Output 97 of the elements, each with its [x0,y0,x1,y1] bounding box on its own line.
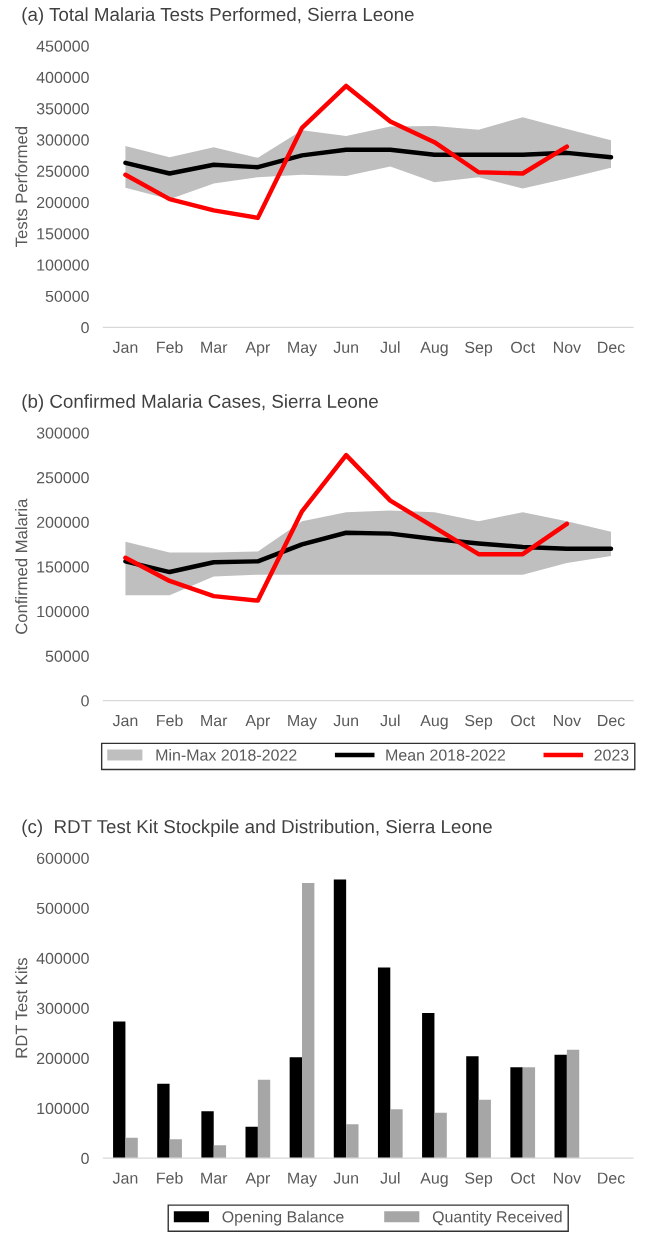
x-tick-label: Oct [511,341,536,353]
y-tick-label: 400000 [36,952,89,965]
legend-label: Opening Balance [222,1210,344,1226]
y-tick-label: 50000 [45,650,89,662]
x-tick-label: Dec [598,1172,625,1184]
bar [422,1013,435,1159]
x-tick-label: Nov [553,1172,582,1184]
x-tick-label: Jun [333,341,358,353]
y-tick-label: 250000 [36,472,89,484]
y-tick-label: 350000 [36,103,89,115]
x-tick-label: Dec [598,341,625,353]
y-tick-label: 150000 [37,228,89,240]
y-tick-label: 100000 [37,1102,89,1115]
bar [201,1111,214,1159]
bar [554,1054,567,1159]
y-tick-label: 150000 [37,561,89,573]
bar [390,1109,403,1159]
x-tick-label: Aug [420,341,448,357]
bar [377,967,391,1159]
x-tick-label: Jun [333,715,358,727]
x-tick-label: Feb [157,1172,183,1184]
x-tick-label: May [288,1172,318,1187]
y-tick-label: 100000 [37,605,89,618]
y-tick-label: 600000 [36,852,89,865]
chart-title: (a) Total Malaria Tests Performed, Sierra Leone [22,7,414,25]
x-tick-label: Jun [333,1172,358,1184]
x-tick-label: Jan [112,341,138,353]
bar [289,1057,303,1159]
y-tick-label: 0 [81,1152,89,1165]
bar [346,1124,359,1159]
y-tick-label: 300000 [36,1002,89,1015]
y-tick-label: 50000 [45,290,89,303]
bar [302,883,315,1159]
x-tick-label: Nov [553,341,582,353]
y-tick-label: 300000 [36,134,89,146]
x-tick-label: Oct [511,714,536,727]
x-tick-label: Jan [112,1172,138,1184]
x-tick-label: May [288,715,318,730]
bar [157,1083,170,1159]
x-tick-label: Sep [465,1172,493,1187]
x-tick-label: Feb [157,714,183,727]
line-series [123,83,570,221]
bar [478,1099,491,1159]
x-tick-label: Dec [598,715,625,727]
x-tick-label: Aug [420,715,448,730]
x-tick-label: Apr [245,715,271,730]
y-tick-label: 500000 [36,902,89,915]
x-tick-label: May [288,341,318,357]
bar [333,879,347,1159]
x-tick-label: Jan [112,715,138,727]
bar [257,1079,271,1159]
legend-label: 2023 [594,749,629,761]
y-tick-label: 0 [81,695,89,707]
bar [510,1067,523,1159]
bar [466,1056,479,1159]
line-series [123,147,614,176]
x-tick-label: Apr [245,1172,271,1187]
y-tick-label: 200000 [36,196,89,209]
x-tick-label: Jul [380,1172,400,1184]
chart-title: (b) Confirmed Malaria Cases, Sierra Leone [22,394,378,412]
y-axis-title: Tests Performed [15,127,28,247]
line-series [123,452,570,603]
x-tick-label: Jul [380,341,400,353]
bar [113,1021,126,1159]
x-tick-label: Mar [201,1172,228,1184]
bar [245,1126,258,1159]
y-tick-label: 300000 [36,427,89,439]
x-tick-label: Mar [201,715,228,727]
y-tick-label: 200000 [36,516,89,528]
y-tick-label: 250000 [36,165,89,177]
x-tick-label: Apr [245,341,271,357]
bar [566,1049,580,1159]
x-tick-label: Aug [420,1172,448,1187]
x-tick-label: Jul [380,714,400,727]
x-tick-label: Feb [157,341,183,353]
bar [169,1139,182,1159]
x-tick-label: Oct [511,1172,536,1184]
y-tick-label: 100000 [37,259,89,271]
legend-label: Mean 2018-2022 [386,749,506,761]
y-tick-label: 0 [81,321,89,334]
x-tick-label: Mar [201,341,228,353]
chart-title: (c) RDT Test Kit Stockpile and Distribution, Sierra Leone [22,819,492,837]
line-series [123,530,614,575]
bar [125,1137,138,1159]
text: Min-Max 2018-2022 [156,749,297,761]
x-tick-label: Nov [553,715,582,727]
y-axis-title: RDT Test Kits [15,958,28,1058]
y-tick-label: 450000 [36,40,89,52]
y-tick-label: 400000 [36,71,89,84]
y-axis-title: Confirmed Malaria [15,498,28,634]
bar [213,1145,227,1159]
x-tick-label: Sep [465,341,493,357]
bar [522,1067,536,1159]
bar [434,1112,447,1159]
legend-label: Quantity Received [432,1210,562,1226]
x-tick-label: Sep [465,714,493,730]
y-tick-label: 200000 [36,1052,89,1065]
